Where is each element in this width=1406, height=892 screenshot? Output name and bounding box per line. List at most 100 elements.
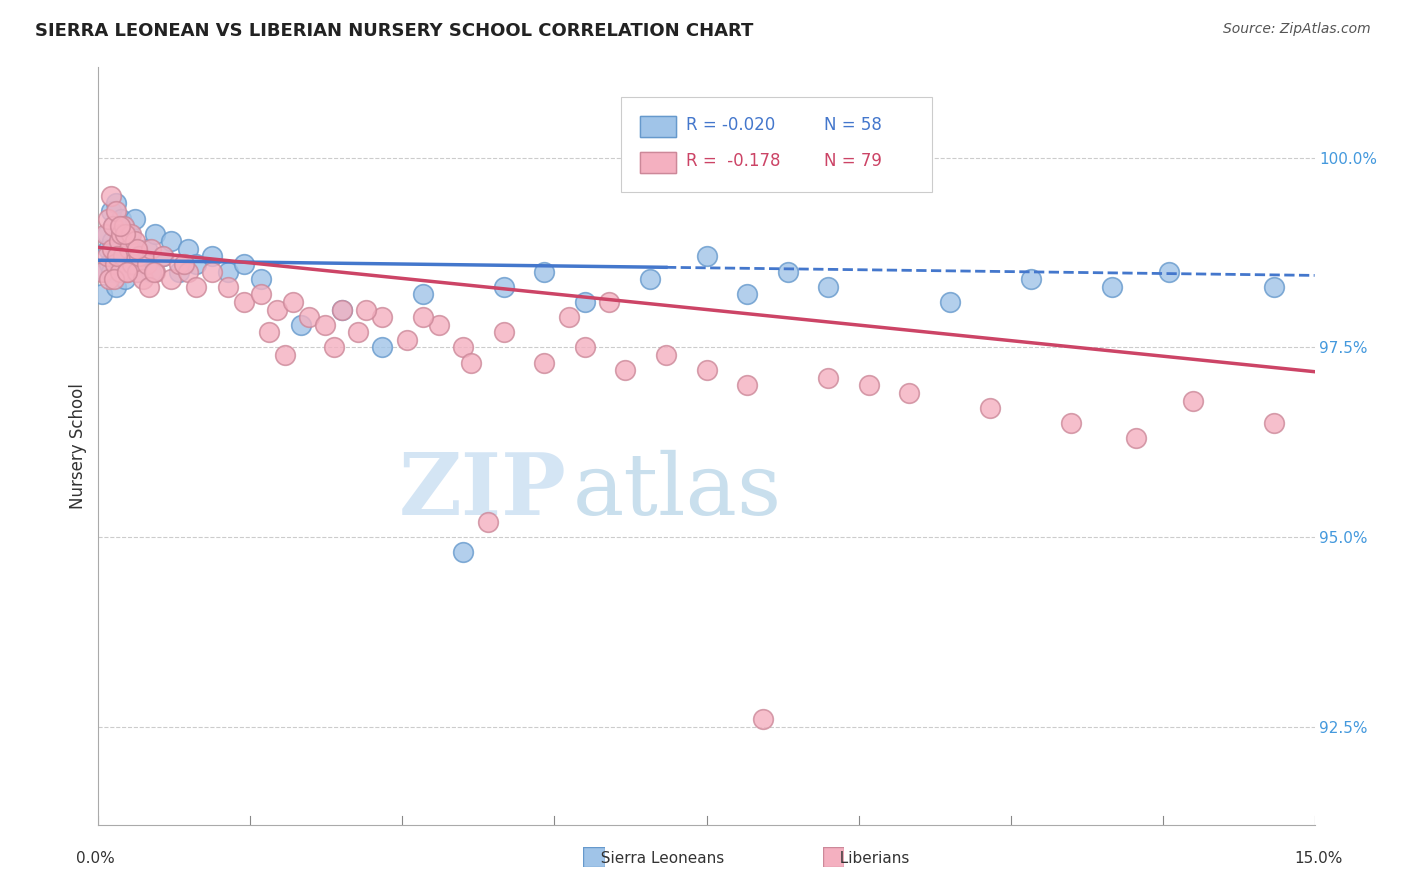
Bar xyxy=(640,116,676,137)
Point xyxy=(96,227,118,241)
Point xyxy=(111,265,134,279)
Point xyxy=(412,310,434,325)
Point xyxy=(1263,280,1285,294)
Point xyxy=(533,265,555,279)
Point xyxy=(114,227,136,241)
Point xyxy=(184,257,207,271)
Point xyxy=(138,280,160,294)
Point xyxy=(858,378,880,392)
Point xyxy=(120,227,142,241)
Point xyxy=(152,250,174,264)
Point xyxy=(97,211,120,226)
Point xyxy=(427,318,450,332)
Point xyxy=(201,265,224,279)
FancyBboxPatch shape xyxy=(621,97,932,192)
Point xyxy=(125,242,148,256)
Point xyxy=(103,272,125,286)
Point xyxy=(107,257,129,271)
Point xyxy=(94,227,117,241)
Point xyxy=(112,219,135,234)
Point xyxy=(1263,417,1285,431)
Point xyxy=(274,348,297,362)
Point xyxy=(124,211,146,226)
Text: atlas: atlas xyxy=(572,450,782,533)
Bar xyxy=(640,152,676,173)
Point xyxy=(107,235,129,249)
Point xyxy=(298,310,321,325)
Point xyxy=(614,363,637,377)
Point xyxy=(533,356,555,370)
Point xyxy=(330,302,353,317)
Point xyxy=(347,326,370,340)
Text: 0.0%: 0.0% xyxy=(76,852,115,866)
Point xyxy=(1125,432,1147,446)
Point xyxy=(121,242,143,256)
Point xyxy=(101,242,124,256)
Point xyxy=(110,219,132,234)
Point xyxy=(127,265,149,279)
Point xyxy=(492,326,515,340)
Point xyxy=(97,242,120,256)
Point xyxy=(735,287,758,301)
Point xyxy=(101,219,124,234)
Point xyxy=(100,265,122,279)
Text: Source: ZipAtlas.com: Source: ZipAtlas.com xyxy=(1223,22,1371,37)
Text: Liberians: Liberians xyxy=(830,852,908,866)
Point xyxy=(100,189,122,203)
Point xyxy=(184,280,207,294)
Point xyxy=(105,250,128,264)
Point xyxy=(1060,417,1083,431)
Point xyxy=(176,265,198,279)
Point xyxy=(101,235,124,249)
Point xyxy=(217,280,239,294)
Point xyxy=(120,257,142,271)
Point xyxy=(143,227,166,241)
Point xyxy=(817,280,839,294)
Point xyxy=(453,545,475,559)
Point xyxy=(1101,280,1123,294)
Point xyxy=(233,295,256,310)
Point xyxy=(115,235,138,249)
Point xyxy=(101,219,124,234)
Point xyxy=(94,265,117,279)
Point xyxy=(110,242,132,256)
Point xyxy=(217,265,239,279)
Point xyxy=(257,326,280,340)
Point xyxy=(160,272,183,286)
Point xyxy=(105,204,128,219)
Point xyxy=(118,227,141,241)
Point xyxy=(371,310,394,325)
Point xyxy=(173,257,195,271)
Point xyxy=(91,287,114,301)
Point xyxy=(169,265,191,279)
Point xyxy=(97,272,120,286)
Point xyxy=(136,242,159,256)
Point xyxy=(110,265,132,279)
Point xyxy=(110,211,132,226)
Point xyxy=(132,272,155,286)
Point xyxy=(979,401,1001,416)
Point xyxy=(112,219,135,234)
Point xyxy=(128,250,150,264)
Point xyxy=(574,295,596,310)
Point xyxy=(118,242,141,256)
Text: N = 79: N = 79 xyxy=(824,152,883,169)
Point xyxy=(104,257,127,271)
Point xyxy=(111,250,134,264)
Point xyxy=(142,265,165,279)
Point xyxy=(266,302,288,317)
Bar xyxy=(640,116,676,137)
Point xyxy=(290,318,312,332)
Point xyxy=(105,196,128,211)
Point xyxy=(453,341,475,355)
Point xyxy=(139,265,162,279)
Point xyxy=(97,257,120,271)
Text: 15.0%: 15.0% xyxy=(1295,852,1343,866)
Point xyxy=(752,712,775,726)
Point xyxy=(143,265,166,279)
Point xyxy=(330,302,353,317)
Point xyxy=(136,257,159,271)
Point xyxy=(100,204,122,219)
Point xyxy=(114,272,136,286)
Point xyxy=(249,287,271,301)
